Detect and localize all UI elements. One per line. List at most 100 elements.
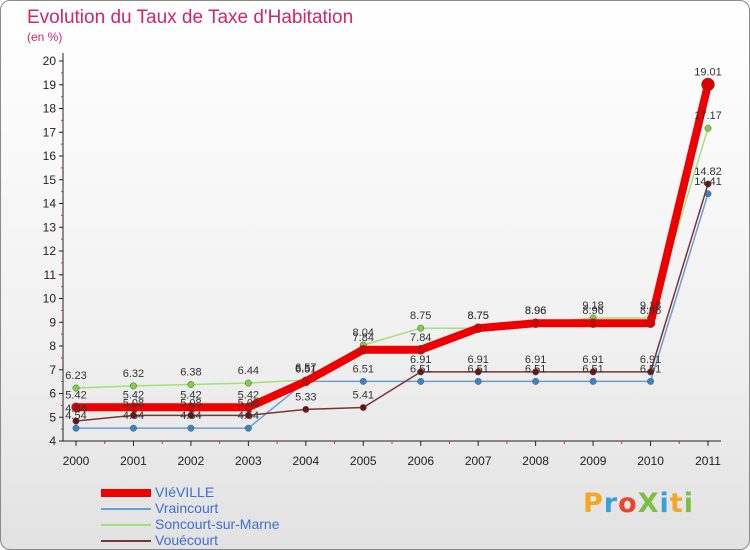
data-label-vouecourt: 6.91 bbox=[410, 354, 431, 366]
data-label-vraincourt: 6.51 bbox=[467, 363, 488, 375]
data-label-soncourt-sur-marne: 6.44 bbox=[238, 365, 259, 377]
data-point-vouecourt bbox=[302, 405, 310, 413]
data-point-vraincourt bbox=[244, 424, 252, 432]
data-label-vraincourt: 4.54 bbox=[180, 410, 201, 422]
data-label-soncourt-sur-marne: 9.18 bbox=[640, 300, 661, 312]
data-point-vieville bbox=[415, 345, 426, 355]
x-tick-label: 2005 bbox=[350, 454, 377, 468]
y-tick-label: 11 bbox=[44, 268, 57, 282]
y-tick-label: 6 bbox=[49, 387, 56, 401]
data-label-soncourt-sur-marne: 6.23 bbox=[65, 370, 86, 382]
logo-letter: X bbox=[637, 488, 660, 519]
legend-item-vraincourt[interactable]: Vraincourt bbox=[101, 500, 361, 517]
data-label-soncourt-sur-marne: 6.32 bbox=[123, 368, 144, 380]
data-label-vouecourt: 5.08 bbox=[238, 397, 259, 409]
logo-letter: r bbox=[603, 488, 619, 519]
data-label-vraincourt: 6.51 bbox=[410, 363, 431, 375]
y-tick-label: 10 bbox=[43, 292, 57, 306]
data-label-soncourt-sur-marne: 8.75 bbox=[467, 310, 488, 322]
data-label-vieville: 7.84 bbox=[353, 332, 374, 344]
data-label-vieville: 8.96 bbox=[582, 305, 603, 317]
chart-axes: 4 5 6 7 8 9 10 11 12 13 14 15 16 17 18 19 20 2000 2001 2002… bbox=[43, 53, 721, 468]
data-point-vraincourt bbox=[72, 424, 80, 432]
data-point-vieville bbox=[243, 402, 254, 413]
data-label-soncourt-sur-marne: 6.38 bbox=[180, 366, 201, 378]
logo-letter: P bbox=[583, 488, 604, 519]
x-tick-label: 2011 bbox=[695, 454, 721, 468]
data-point-soncourt-sur-marne bbox=[417, 324, 425, 332]
x-tick-label: 2004 bbox=[292, 454, 319, 468]
data-label-vraincourt: 4.54 bbox=[238, 410, 259, 422]
data-label-vouecourt: 6.91 bbox=[640, 354, 661, 366]
data-point-vouecourt bbox=[532, 368, 540, 376]
data-label-vieville: 19.01 bbox=[694, 67, 722, 79]
data-label-vouecourt: 6.91 bbox=[467, 354, 488, 366]
data-label-vieville: 5.42 bbox=[65, 389, 86, 401]
data-point-vieville bbox=[701, 77, 715, 92]
data-point-soncourt-sur-marne bbox=[72, 384, 80, 392]
y-axis-unit-label: (en %) bbox=[27, 30, 63, 44]
data-point-vouecourt bbox=[244, 411, 252, 419]
data-label-vieville: 8.96 bbox=[640, 305, 661, 317]
data-label-soncourt-sur-marne: 9.18 bbox=[582, 300, 603, 312]
data-label-vouecourt: 6.91 bbox=[525, 354, 546, 366]
data-label-soncourt-sur-marne: 17.17 bbox=[694, 110, 722, 122]
data-point-soncourt-sur-marne bbox=[130, 382, 137, 390]
data-point-soncourt-sur-marne bbox=[704, 124, 712, 132]
x-tick-label: 2000 bbox=[63, 454, 90, 468]
data-point-vouecourt bbox=[130, 411, 137, 419]
y-tick-label: 14 bbox=[43, 197, 57, 211]
data-point-vouecourt bbox=[72, 417, 80, 425]
data-label-vraincourt: 6.51 bbox=[353, 363, 374, 375]
data-point-vieville bbox=[128, 402, 139, 413]
x-tick-label: 2003 bbox=[235, 454, 262, 468]
data-label-vieville: 5.42 bbox=[180, 389, 201, 401]
data-label-vouecourt: 4.84 bbox=[65, 403, 86, 415]
data-point-vieville bbox=[588, 318, 598, 328]
data-point-vouecourt bbox=[187, 411, 195, 419]
legend-item-soncourt-sur-marne[interactable]: Soncourt-sur-Marne bbox=[101, 516, 361, 533]
data-point-vieville bbox=[71, 402, 81, 413]
y-tick-label: 17 bbox=[43, 125, 57, 139]
logo-letter: i bbox=[659, 488, 670, 519]
data-point-vieville bbox=[645, 318, 656, 328]
data-label-vouecourt: 5.33 bbox=[295, 391, 316, 403]
data-point-vouecourt bbox=[647, 368, 654, 376]
data-label-vieville: 5.42 bbox=[238, 389, 259, 401]
data-point-vraincourt bbox=[187, 424, 195, 432]
y-tick-label: 20 bbox=[43, 54, 57, 68]
data-label-vouecourt: 5.08 bbox=[180, 397, 201, 409]
legend-item-vieville[interactable]: VIéVILLE bbox=[101, 484, 361, 501]
series-line-vraincourt bbox=[75, 193, 709, 429]
legend-swatch-vraincourt bbox=[101, 508, 151, 510]
logo-letter: o bbox=[618, 488, 638, 519]
data-label-vieville: 8.75 bbox=[467, 310, 488, 322]
data-point-vouecourt bbox=[704, 180, 712, 188]
series-vieville bbox=[71, 77, 715, 413]
legend-label-soncourt-sur-marne: Soncourt-sur-Marne bbox=[155, 516, 280, 532]
data-label-vraincourt: 4.54 bbox=[65, 410, 86, 422]
legend-swatch-soncourt-sur-marne bbox=[101, 524, 151, 526]
x-tick-label: 2001 bbox=[120, 454, 147, 468]
legend-label-vouecourt: Vouécourt bbox=[155, 532, 219, 548]
series-line-vieville bbox=[72, 80, 712, 412]
data-label-vieville: 5.42 bbox=[123, 389, 144, 401]
legend-item-vouecourt[interactable]: Vouécourt bbox=[101, 532, 361, 549]
proxiti-logo: ProXiti bbox=[583, 488, 694, 519]
data-point-vraincourt bbox=[474, 377, 482, 385]
data-point-vieville bbox=[473, 323, 483, 333]
data-label-vouecourt: 5.41 bbox=[353, 390, 374, 402]
x-tick-label: 2010 bbox=[637, 454, 664, 468]
y-tick-label: 15 bbox=[43, 173, 57, 187]
x-tick-label: 2009 bbox=[580, 454, 607, 468]
data-label-vraincourt: 6.51 bbox=[525, 363, 546, 375]
data-label-vieville: 7.84 bbox=[410, 332, 431, 344]
x-tick-label: 2008 bbox=[522, 454, 549, 468]
chart-title: Evolution du Taux de Taxe d'Habitation bbox=[27, 7, 354, 28]
legend-label-vraincourt: Vraincourt bbox=[155, 500, 219, 516]
y-tick-label: 4 bbox=[49, 434, 56, 448]
y-tick-label: 18 bbox=[43, 102, 57, 116]
legend-swatch-vieville bbox=[101, 489, 151, 497]
